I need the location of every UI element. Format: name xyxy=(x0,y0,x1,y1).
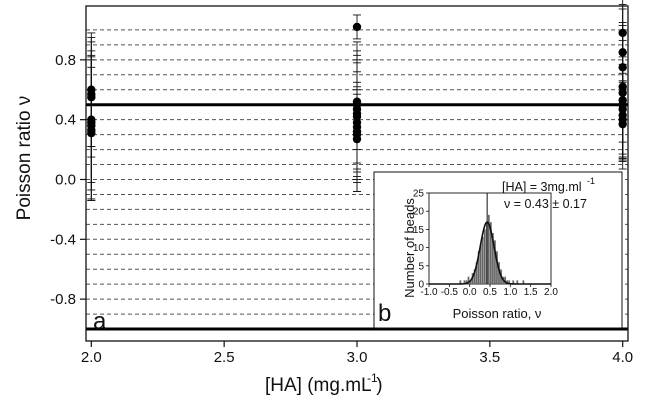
inset-histogram: -1.0 -0.5 0.0 0.5 1.0 1.5 2.0 0 5 10 15 20 25 [HA] … xyxy=(373,171,623,329)
histogram-bar xyxy=(492,233,494,284)
data-point xyxy=(618,119,627,129)
inset-annotation-line2: ν = 0.43 ± 0.17 xyxy=(504,197,587,211)
histogram-bar xyxy=(522,280,525,284)
y-tick-label: -0.4 xyxy=(50,231,76,248)
inset-x-tick-label: 0.0 xyxy=(463,287,477,298)
data-point xyxy=(352,134,362,144)
inset-y-tick-label: 0 xyxy=(418,280,424,291)
data-point xyxy=(618,104,627,114)
histogram-bar xyxy=(516,280,519,284)
x-axis-title-superscript: -1 xyxy=(367,371,378,385)
histogram-bar xyxy=(487,214,490,284)
y-tick-label: 0.0 xyxy=(55,171,76,188)
histogram-bar xyxy=(465,280,468,284)
histogram-bar xyxy=(477,251,480,284)
x-tick-label: 4.0 xyxy=(612,349,633,366)
inset-x-axis-title: Poisson ratio, ν xyxy=(453,306,542,321)
data-point xyxy=(352,22,362,32)
histogram-bar xyxy=(467,276,470,284)
histogram-bar xyxy=(469,280,472,284)
x-tick-label: 3.5 xyxy=(479,349,500,366)
histogram-bar xyxy=(475,262,478,284)
inset-y-tick-label: 15 xyxy=(413,225,425,236)
inset-box xyxy=(373,171,623,329)
histogram-bar xyxy=(483,229,486,284)
data-point xyxy=(352,112,362,121)
inset-y-ticks: 0 5 10 15 20 25 xyxy=(413,189,429,291)
x-tick-label: 3.0 xyxy=(347,349,368,366)
panel-label-b: b xyxy=(378,300,391,327)
inset-annotation-line1: [HA] = 3mg.ml xyxy=(502,180,582,194)
inset-y-tick-label: 20 xyxy=(413,207,425,218)
data-point xyxy=(87,128,96,138)
histogram-bar xyxy=(481,236,484,284)
histogram-bar xyxy=(494,240,496,284)
inset-x-tick-label: -1.0 xyxy=(420,287,438,298)
data-point xyxy=(618,88,627,97)
inset-x-tick-label: 1.0 xyxy=(503,287,517,298)
data-point xyxy=(618,28,627,38)
x-tick-label: 2.5 xyxy=(214,349,235,366)
inset-x-tick-label: 0.5 xyxy=(483,287,497,298)
inset-y-axis-title: Number of beads xyxy=(402,198,417,298)
histogram-bar xyxy=(506,280,508,284)
histogram-bar xyxy=(459,280,462,284)
inset-y-tick-label: 10 xyxy=(413,243,425,254)
inset-x-tick-label: -0.5 xyxy=(441,287,459,298)
histogram-bar xyxy=(498,262,500,284)
inset-y-tick-label: 25 xyxy=(413,189,425,200)
histogram-bar xyxy=(479,243,482,284)
histogram-bar xyxy=(496,251,498,284)
histogram-bar xyxy=(512,280,515,284)
y-tick-label: 0.4 xyxy=(55,112,76,129)
y-tick-label: 0.8 xyxy=(55,52,76,69)
y-axis-ticks: -0.8 -0.4 0.0 0.4 0.8 xyxy=(50,52,86,308)
x-axis-ticks: 2.0 2.5 3.0 3.5 4.0 xyxy=(81,341,633,366)
histogram-bar xyxy=(473,269,476,284)
data-point xyxy=(87,93,96,102)
inset-x-tick-label: 2.0 xyxy=(544,287,558,298)
y-axis-title: Poisson ratio ν xyxy=(14,96,35,221)
histogram-bar xyxy=(463,280,466,284)
histogram-bar xyxy=(504,276,506,284)
panel-label-a: a xyxy=(93,308,107,335)
x-tick-label: 2.0 xyxy=(81,349,102,366)
histogram-bar xyxy=(508,280,511,284)
x-axis-title: [HA] (mg.mL ) xyxy=(265,375,383,396)
inset-y-tick-label: 5 xyxy=(418,261,424,272)
inset-annotation-line1-superscript: -1 xyxy=(587,176,595,186)
inset-x-ticks: -1.0 -0.5 0.0 0.5 1.0 1.5 2.0 xyxy=(420,284,558,298)
data-point xyxy=(618,63,627,72)
histogram-bar xyxy=(490,222,492,284)
data-point xyxy=(618,48,627,57)
y-tick-label: -0.8 xyxy=(50,291,76,308)
inset-x-tick-label: 1.5 xyxy=(524,287,538,298)
data-point xyxy=(618,82,627,91)
data-points xyxy=(87,22,627,144)
